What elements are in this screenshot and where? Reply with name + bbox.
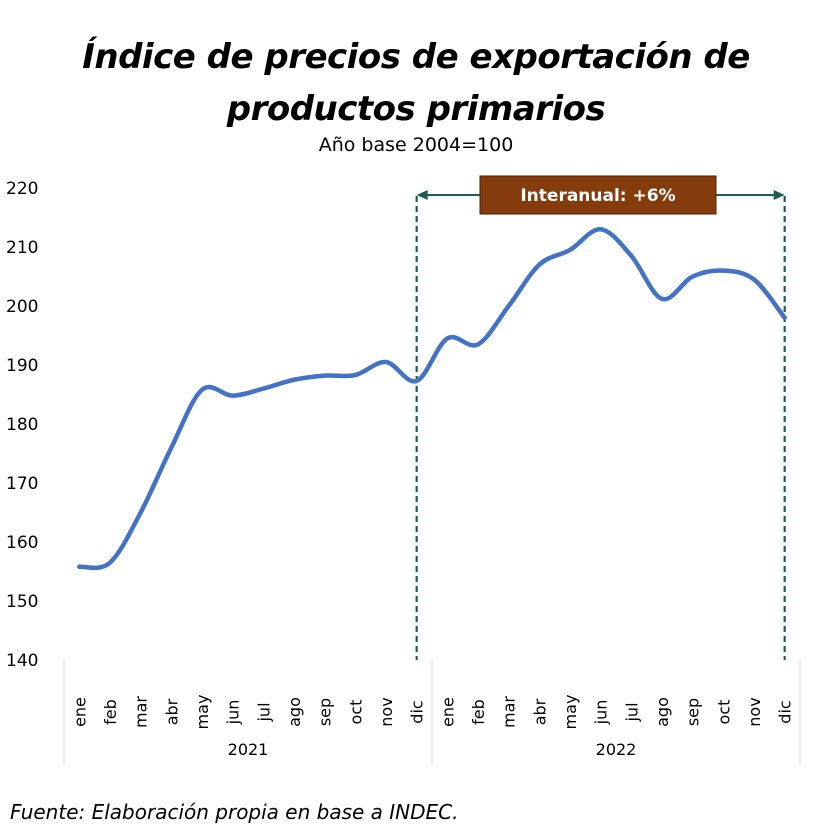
annotation-box (479, 175, 717, 215)
y-tick-label: 150 (6, 592, 38, 612)
x-tick-label: jul (254, 702, 273, 722)
chart-title-line-2: productos primarios (226, 89, 606, 129)
x-tick-label: ene (70, 697, 89, 727)
series-line (77, 227, 787, 571)
y-tick-label: 180 (6, 415, 38, 435)
y-tick-label: 210 (6, 238, 38, 258)
y-tick-label: 200 (6, 297, 38, 317)
x-tick-label: feb (101, 699, 120, 725)
x-tick-label: nov (745, 697, 764, 726)
x-tick-label: oct (346, 700, 365, 725)
x-tick-label: may (561, 695, 580, 730)
y-tick-label: 160 (6, 533, 38, 553)
y-tick-label: 140 (6, 651, 38, 671)
x-tick-label: jun (592, 700, 611, 726)
x-tick-label: may (193, 695, 212, 730)
x-tick-label: dic (408, 700, 427, 723)
x-tick-label: abr (162, 698, 181, 725)
x-tick-label: oct (714, 700, 733, 725)
x-year-label: 2022 (596, 740, 637, 759)
x-tick-label: ago (653, 697, 672, 727)
x-tick-label: mar (500, 696, 519, 728)
x-tick-label: ene (438, 697, 457, 727)
x-tick-label: sep (316, 698, 335, 726)
x-tick-label: mar (132, 696, 151, 728)
annotation-arrow-head-right (773, 190, 785, 200)
x-tick-label: dic (776, 700, 795, 723)
x-tick-label: ago (285, 697, 304, 727)
y-tick-label: 220 (6, 179, 38, 199)
x-tick-label: jun (224, 700, 243, 726)
chart-title-line-1: Índice de precios de exportación de (82, 37, 750, 77)
source-note: Fuente: Elaboración propia en base a IND… (10, 800, 459, 824)
x-tick-label: abr (530, 698, 549, 725)
annotation-label: Interanual: +6% (520, 186, 675, 206)
annotation-arrow-head-left (416, 190, 428, 200)
x-tick-label: nov (377, 697, 396, 726)
x-tick-label: feb (469, 699, 488, 725)
y-tick-label: 190 (6, 356, 38, 376)
x-year-label: 2021 (228, 740, 269, 759)
x-tick-label: jul (622, 702, 641, 722)
y-tick-label: 170 (6, 474, 38, 494)
chart-subtitle: Año base 2004=100 (318, 134, 514, 156)
x-tick-label: sep (684, 698, 703, 726)
